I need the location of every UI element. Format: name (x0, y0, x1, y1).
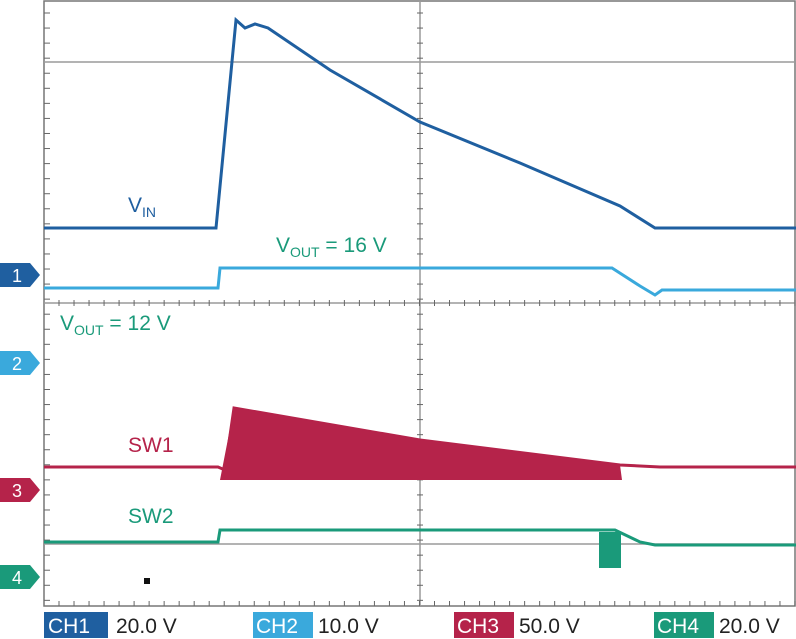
ch1-name: CH1 (48, 615, 90, 638)
marker-2-label: 2 (12, 354, 22, 374)
marker-1 (0, 263, 40, 287)
ch3-name: CH3 (457, 615, 499, 638)
ch4-scale: 20.0 V (719, 615, 780, 638)
tick-marks (44, 12, 796, 606)
ch1-trace (44, 16, 796, 230)
ch4-burst (599, 532, 621, 568)
ch4-name: CH4 (657, 615, 699, 638)
cursor-marker (144, 578, 150, 584)
marker-4 (0, 565, 40, 589)
vin-label: VIN (128, 194, 156, 220)
ch2-trace (44, 266, 796, 297)
marker-4-label: 4 (12, 568, 22, 588)
marker-3 (0, 478, 40, 502)
ch4-badge (654, 612, 714, 638)
status-bar: CH1 20.0 V CH2 10.0 V CH3 50.0 V CH4 20.… (44, 612, 780, 638)
ch1-badge (44, 612, 108, 638)
marker-1-label: 1 (12, 266, 22, 286)
channel-markers: 1 2 3 4 (0, 263, 40, 589)
ch1-scale: 20.0 V (116, 615, 177, 638)
ch4-trace (44, 528, 796, 547)
ch3-scale: 50.0 V (519, 615, 580, 638)
vout12-label: VOUT = 12 V (60, 312, 171, 338)
ch3-badge (454, 612, 514, 638)
ch2-badge (253, 612, 313, 638)
vout16-label: VOUT = 16 V (276, 234, 387, 260)
marker-2 (0, 351, 40, 375)
ch3-burst (220, 408, 622, 480)
sw2-label: SW2 (128, 505, 174, 528)
sw1-label: SW1 (128, 434, 174, 457)
ch2-scale: 10.0 V (318, 615, 379, 638)
marker-3-label: 3 (12, 481, 22, 501)
ch2-name: CH2 (256, 615, 298, 638)
